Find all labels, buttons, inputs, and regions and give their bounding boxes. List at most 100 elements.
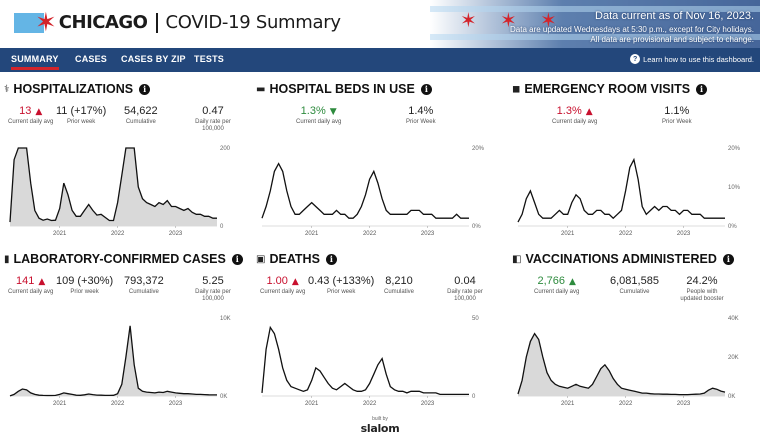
stat-label: Daily rate per 100,000: [447, 289, 483, 302]
stat-1: 11 (+17%) Prior week: [56, 105, 106, 126]
series-line: [9, 147, 217, 223]
chart-lab-cases: 10K 0K 2021 2022 2023: [4, 310, 239, 410]
star-icon: ✶: [500, 8, 517, 32]
series-line: [261, 325, 469, 396]
stat-0: 1.3% ▼ Current daily avg: [296, 105, 341, 126]
stat-value: 6,081,585: [610, 275, 659, 287]
x-tick-label: 2023: [169, 401, 183, 407]
series-area: [10, 325, 217, 396]
stat-0: 141 ▲ Current daily avg: [8, 275, 53, 296]
panel-lab-cases: ▮ LABORATORY-CONFIRMED CASES i 141 ▲ Current …: [4, 252, 249, 420]
question-icon: ?: [630, 54, 641, 64]
x-tick-label: 2021: [305, 401, 319, 407]
chart-hospital-beds: 20% 0% 2021 2022 2023: [256, 140, 491, 240]
stat-value: 8,210: [384, 275, 414, 287]
panel-title: ▬ HOSPITAL BEDS IN USE i: [256, 82, 432, 96]
x-tick-label: 2023: [421, 401, 435, 407]
stat-label: Current daily avg: [8, 289, 54, 295]
info-icon[interactable]: i: [325, 253, 337, 265]
stat-value: 1.00 ▲: [260, 275, 305, 287]
y-tick-label: 0%: [472, 224, 481, 230]
series-line: [261, 162, 469, 219]
star-icon: ✶: [35, 7, 57, 38]
y-tick-label: 50: [472, 316, 479, 322]
info-icon[interactable]: i: [420, 83, 432, 95]
y-tick-label: 20%: [728, 146, 741, 152]
stat-label: Prior week: [327, 289, 356, 295]
star-icon: ✶: [460, 8, 477, 32]
series-line: [517, 157, 725, 223]
stat-value-text: 6,081,585: [610, 275, 659, 287]
stat-value-text: 0.47: [202, 105, 224, 117]
stat-label: Daily rate per 100,000: [195, 289, 231, 302]
stat-value: 54,622: [124, 105, 158, 117]
x-tick-label: 2022: [111, 401, 125, 407]
chart-svg: 20% 10% 0% 2021 2022 2023: [517, 146, 741, 237]
stat-value-text: 13: [19, 105, 32, 117]
chart-vaccinations: 40K 20K 0K 2021 2022 2023: [512, 310, 747, 410]
bar-chart-icon: ▮: [4, 253, 10, 265]
help-link[interactable]: ? Learn how to use this dashboard.: [630, 54, 754, 64]
info-icon[interactable]: i: [722, 253, 734, 265]
series-area: [10, 148, 217, 226]
stat-label: Cumulative: [384, 289, 415, 295]
city-name: CHICAGO: [58, 12, 148, 33]
stat-3: 0.04 Daily rate per 100,000: [441, 275, 489, 303]
tab-cases[interactable]: CASES: [75, 54, 108, 64]
info-icon[interactable]: i: [231, 253, 243, 265]
stat-value: 13 ▲: [8, 105, 53, 117]
stat-value-text: 11 (+17%): [56, 105, 107, 117]
y-tick-label: 0K: [220, 394, 227, 400]
slalom-logo: slalom: [360, 422, 400, 435]
panel-title: ▣ DEATHS i: [256, 252, 337, 266]
trend-up-icon: ▲: [585, 107, 593, 117]
stat-value: 0.47: [189, 105, 237, 117]
stat-value: 2,766 ▲: [534, 275, 579, 287]
stat-label: Cumulative: [619, 289, 650, 295]
stat-1: 1.4% Prior Week: [406, 105, 436, 126]
stat-value-text: 0.04: [454, 275, 476, 287]
panel-er-visits: ◼ EMERGENCY ROOM VISITS i 1.3% ▲ Current dail…: [512, 82, 757, 250]
trend-down-icon: ▼: [329, 107, 337, 117]
chart-svg: 10K 0K 2021 2022 2023: [9, 316, 231, 407]
chart-er-visits: 20% 10% 0% 2021 2022 2023: [512, 140, 747, 240]
y-tick-label: 40K: [728, 316, 739, 322]
tab-tests[interactable]: TESTS: [194, 54, 225, 64]
panel-vaccinations: ◧ VACCINATIONS ADMINISTERED i 2,766 ▲ Current…: [512, 252, 757, 420]
chicago-logo: ✶ CHICAGO COVID-19 Summary: [14, 7, 342, 38]
tab-cases-by-zip[interactable]: CASES BY ZIP: [121, 54, 186, 64]
y-tick-label: 0%: [728, 224, 737, 230]
y-tick-label: 0K: [728, 394, 735, 400]
stat-label: Current daily avg: [296, 119, 342, 125]
star-icon: ✶: [540, 8, 557, 32]
y-tick-label: 10%: [728, 185, 741, 191]
stat-value-text: 109 (+30%): [56, 275, 114, 287]
panel-title: ▮ LABORATORY-CONFIRMED CASES i: [4, 252, 243, 266]
info-icon[interactable]: i: [139, 83, 151, 95]
stat-label: Prior week: [66, 119, 96, 125]
stat-3: 5.25 Daily rate per 100,000: [189, 275, 237, 303]
panel-title: ◧ VACCINATIONS ADMINISTERED i: [512, 252, 734, 266]
stat-label: Prior Week: [662, 119, 692, 125]
page-title: COVID-19 Summary: [165, 12, 342, 33]
stat-value-text: 1.4%: [408, 105, 434, 117]
stat-value: 109 (+30%): [56, 275, 113, 287]
stat-label: Current daily avg: [8, 119, 54, 125]
x-tick-label: 2023: [421, 231, 435, 237]
stat-value-text: 1.1%: [664, 105, 690, 117]
stat-value-text: 2,766: [537, 275, 565, 287]
info-icon[interactable]: i: [696, 83, 708, 95]
series-line: [517, 332, 726, 396]
built-by-label: built by: [372, 416, 388, 422]
stat-value-text: 0.43 (+133%): [308, 275, 375, 287]
stat-value-text: 1.3%: [556, 105, 582, 117]
tab-summary[interactable]: SUMMARY: [11, 54, 59, 70]
stat-0: 2,766 ▲ Current daily avg: [534, 275, 579, 296]
stat-value-text: 8,210: [385, 275, 413, 287]
stat-value-text: 793,372: [124, 275, 164, 287]
chart-svg: 20% 0% 2021 2022 2023: [261, 146, 485, 237]
trend-up-icon: ▲: [568, 277, 576, 287]
stat-value-text: 1.3%: [300, 105, 326, 117]
stat-value: 793,372: [124, 275, 164, 287]
stat-2: 24.2% People with updated booster: [678, 275, 726, 303]
